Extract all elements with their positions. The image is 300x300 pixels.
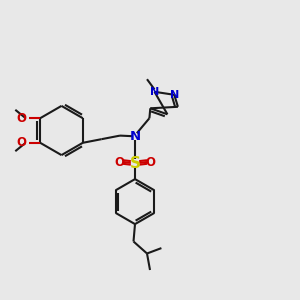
Text: S: S	[130, 156, 140, 171]
Text: O: O	[17, 112, 27, 125]
Text: O: O	[146, 155, 156, 169]
Text: N: N	[129, 130, 141, 143]
Text: N: N	[150, 87, 159, 97]
Text: O: O	[17, 136, 27, 149]
Text: O: O	[114, 155, 124, 169]
Text: N: N	[170, 90, 179, 100]
